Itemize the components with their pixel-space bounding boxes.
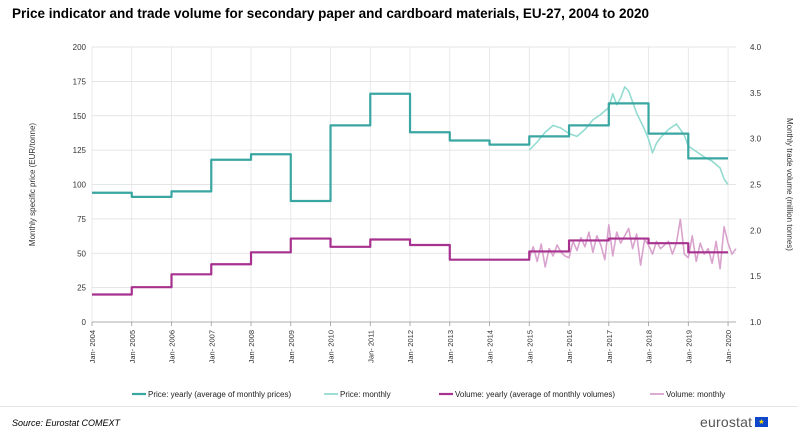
y-right-tick-label: 3.0	[750, 135, 762, 144]
axes: 0 25 50 75 100 125 150 175 200 1.0 1.5 2.0 2.5 3.0 3.5…	[28, 43, 794, 363]
logo-text: eurostat	[700, 414, 753, 430]
y-left-axis-title: Monthly specific price (EUR/tonne)	[28, 123, 37, 246]
y-left-tick-label: 0	[82, 318, 87, 327]
y-left-tick-label: 200	[73, 43, 87, 52]
y-left-tick-label: 50	[77, 249, 86, 258]
x-tick-label: Jan- 2004	[88, 330, 97, 363]
y-right-tick-label: 4.0	[750, 43, 762, 52]
chart: 0 25 50 75 100 125 150 175 200 1.0 1.5 2.0 2.5 3.0 3.5…	[28, 43, 794, 399]
y-left-tick-label: 25	[77, 284, 86, 293]
series-line-1	[528, 86, 729, 185]
y-left-tick-label: 100	[73, 181, 87, 190]
x-tick-label: Jan- 2015	[525, 330, 534, 363]
y-left-tick-label: 150	[73, 112, 87, 121]
x-tick-label: Jan- 2010	[327, 330, 336, 363]
grid	[91, 46, 736, 323]
x-tick-label: Jan- 2005	[128, 330, 137, 363]
y-left-tick-label: 75	[77, 215, 86, 224]
source-note: Source: Eurostat COMEXT	[12, 418, 121, 428]
eurostat-logo: eurostat	[700, 414, 769, 430]
legend-label: Volume: yearly (average of monthly volum…	[455, 390, 615, 399]
plot-area	[92, 86, 737, 296]
x-tick-label: Jan- 2013	[446, 330, 455, 363]
x-tick-label: Jan- 2009	[287, 330, 296, 363]
series-line-3	[528, 218, 737, 270]
x-tick-label: Jan- 2018	[645, 330, 654, 363]
y-right-axis-title: Monthly trade volume (million tonnes)	[785, 118, 794, 251]
legend: Price: yearly (average of monthly prices…	[132, 390, 725, 399]
x-tick-label: Jan- 2011	[366, 330, 375, 363]
x-tick-label: Jan- 2012	[406, 330, 415, 363]
series-line-0	[92, 92, 729, 203]
x-tick-label: Jan- 2008	[247, 330, 256, 363]
legend-label: Price: monthly	[340, 390, 391, 399]
y-right-tick-label: 1.0	[750, 318, 762, 327]
y-right-tick-label: 2.5	[750, 181, 762, 190]
x-tick-label: Jan- 2020	[724, 330, 733, 363]
x-tick-label: Jan- 2019	[684, 330, 693, 363]
eu-flag-icon	[755, 417, 769, 427]
y-left-tick-label: 175	[73, 77, 87, 86]
y-right-tick-label: 3.5	[750, 89, 762, 98]
legend-label: Price: yearly (average of monthly prices…	[148, 390, 292, 399]
x-tick-label: Jan- 2016	[565, 330, 574, 363]
x-tick-label: Jan- 2006	[168, 330, 177, 363]
series-line-2	[92, 237, 729, 296]
x-tick-label: Jan- 2014	[486, 330, 495, 363]
y-right-tick-label: 2.0	[750, 226, 762, 235]
y-left-tick-label: 125	[73, 146, 87, 155]
chart-title: Price indicator and trade volume for sec…	[12, 6, 649, 21]
footer-divider	[0, 406, 798, 407]
y-right-tick-label: 1.5	[750, 272, 762, 281]
x-tick-label: Jan- 2017	[605, 330, 614, 363]
x-tick-label: Jan- 2007	[207, 330, 216, 363]
legend-label: Volume: monthly	[666, 390, 725, 399]
